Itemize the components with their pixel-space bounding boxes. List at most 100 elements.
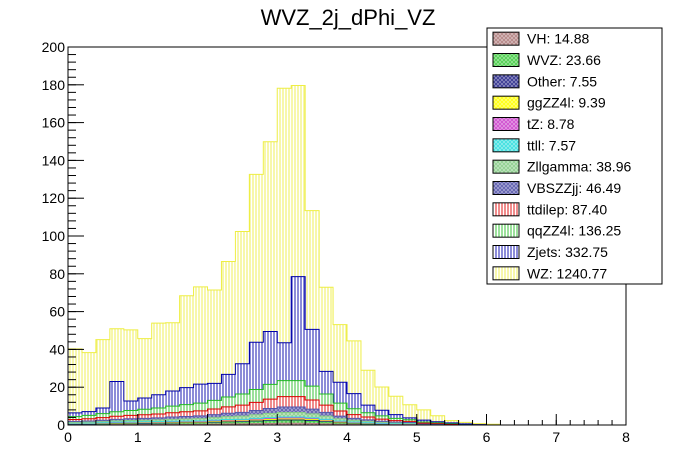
histogram-bar [109, 381, 124, 412]
histogram-bar [402, 404, 417, 418]
histogram-bar [179, 387, 194, 405]
legend-box [486, 27, 663, 285]
histogram-bar [221, 413, 236, 417]
histogram-bar [277, 342, 292, 381]
histogram-bar [360, 419, 375, 422]
histogram-bar [333, 403, 347, 412]
histogram-bar [165, 406, 180, 413]
histogram-bar [277, 396, 292, 408]
histogram-bar [402, 419, 417, 422]
histogram-bar [305, 386, 320, 401]
legend-entry: WVZ: 23.66 [527, 52, 601, 68]
histogram-bar [263, 331, 278, 385]
histogram-bar [291, 407, 306, 413]
histogram-bar [207, 422, 222, 425]
legend-entry: Other: 7.55 [527, 73, 597, 89]
histogram-bar [305, 423, 320, 425]
histogram-bar [249, 421, 264, 424]
histogram-bar [193, 286, 208, 385]
histogram-bar [235, 423, 250, 425]
histogram-bar [360, 412, 375, 418]
legend-entry: tZ: 8.78 [527, 116, 575, 132]
histogram-bar [137, 397, 152, 410]
histogram-bar [109, 419, 124, 421]
histogram-bar [305, 413, 320, 418]
histogram-bar [291, 396, 306, 408]
histogram-bar [277, 88, 292, 343]
histogram-bar [109, 411, 124, 417]
histogram-bar [81, 421, 96, 423]
histogram-bar [333, 418, 347, 422]
legend-entry: qqZZ4l: 136.25 [527, 223, 621, 239]
histogram-bar [193, 403, 208, 411]
histogram-bar [333, 422, 347, 425]
histogram-bar [193, 410, 208, 416]
legend-swatch [492, 138, 520, 153]
histogram-bar [221, 406, 236, 414]
histogram-bar [263, 423, 278, 425]
histogram-bar [151, 417, 166, 420]
histogram-bar [137, 420, 152, 422]
y-tick-label: 160 [42, 115, 66, 131]
x-tick-label: 6 [483, 429, 491, 445]
histogram-bar [319, 416, 334, 420]
y-tick-label: 120 [42, 190, 66, 206]
histogram-bar [347, 340, 361, 394]
histogram-bar [81, 411, 96, 416]
histogram-bar [207, 290, 222, 384]
histogram-bar [374, 421, 389, 423]
histogram-bar [263, 399, 278, 409]
histogram-bar [193, 415, 208, 419]
histogram-bar [388, 420, 403, 423]
histogram-bar [221, 374, 236, 398]
histogram-bar [95, 417, 110, 421]
histogram-bar [416, 409, 431, 421]
histogram-bar [305, 409, 320, 414]
histogram-bar [235, 405, 250, 413]
histogram-bar [151, 414, 166, 418]
histogram-bar [347, 418, 361, 421]
x-tick-label: 2 [204, 429, 212, 445]
histogram-bar [193, 384, 208, 404]
histogram-bar [458, 422, 473, 424]
y-tick-label: 100 [42, 228, 66, 244]
legend-swatch [492, 223, 520, 238]
histogram-bar [207, 414, 222, 418]
histogram-bar [109, 328, 124, 382]
histogram-bar [347, 420, 361, 422]
histogram-bar [151, 394, 166, 408]
histogram-bar [333, 382, 347, 404]
histogram-bar [81, 415, 96, 419]
histogram-bar [277, 420, 292, 424]
y-tick-label: 60 [49, 304, 65, 320]
histogram-bar [207, 383, 222, 401]
histogram-bar [277, 407, 292, 413]
legend-entry: ttll: 7.57 [527, 137, 576, 153]
histogram-bar [360, 405, 375, 413]
histogram-bar [319, 405, 334, 413]
legend-swatch [492, 181, 520, 195]
y-tick-label: 80 [49, 266, 65, 282]
legend-entry: VBSZZjj: 46.49 [527, 180, 621, 196]
histogram-bar [249, 402, 264, 411]
histogram-bar [249, 410, 264, 415]
histogram-bar [235, 421, 250, 424]
histogram-bar [221, 422, 236, 424]
legend-entry: Zjets: 332.75 [527, 244, 608, 260]
histogram-bar [151, 419, 166, 422]
histogram-bar [123, 410, 138, 416]
histogram-bar [179, 418, 194, 422]
histogram-bar [151, 323, 166, 395]
histogram-bar [249, 423, 264, 425]
histogram-bar [249, 174, 264, 343]
x-tick-label: 5 [413, 429, 421, 445]
histogram-bar [249, 389, 264, 403]
histogram-bar [221, 261, 236, 375]
histogram-bar [81, 418, 96, 422]
histogram-bar [333, 411, 347, 417]
histogram-bar [165, 390, 180, 407]
histogram-bar [305, 210, 320, 330]
histogram-bar [165, 419, 180, 422]
